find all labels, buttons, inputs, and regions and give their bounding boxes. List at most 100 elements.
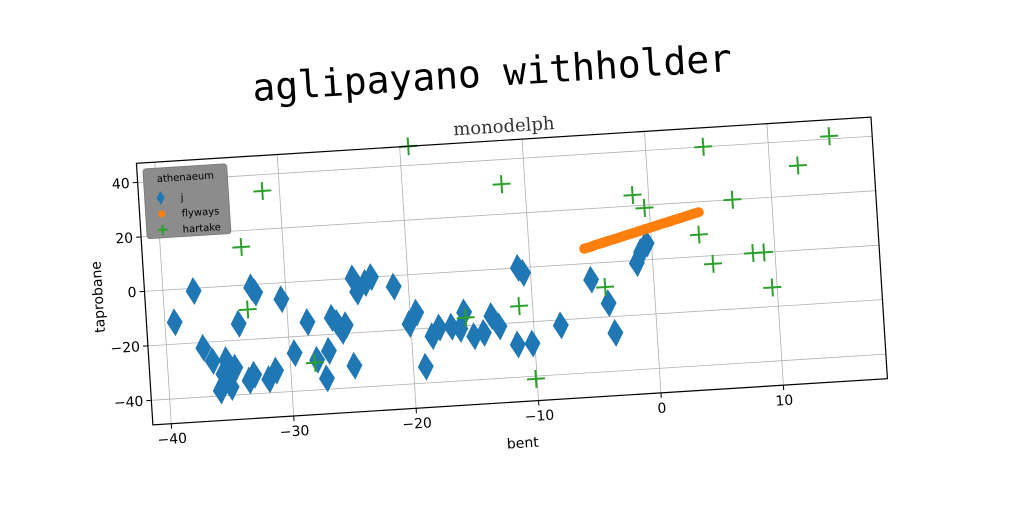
data-point-j [452, 314, 469, 343]
data-point-j [261, 365, 278, 394]
data-point-hartake [754, 243, 774, 262]
y-tick-label: −40 [113, 394, 143, 412]
series-flyways [579, 207, 704, 254]
data-point-j [600, 289, 617, 318]
x-gridline [276, 154, 295, 417]
data-point-j [431, 313, 448, 342]
data-point-hartake [788, 156, 807, 175]
y-axis-label: taprobane [89, 261, 109, 334]
y-gridline [151, 353, 886, 401]
data-point-j [628, 249, 645, 278]
data-point-hartake [623, 186, 642, 205]
data-point-j [456, 298, 473, 327]
data-point-hartake [526, 369, 545, 388]
data-point-j [309, 345, 326, 374]
series-j [166, 229, 655, 405]
data-point-j [268, 356, 285, 385]
data-layer [166, 127, 839, 405]
data-point-j [524, 329, 541, 358]
data-point-j [241, 366, 258, 395]
data-point-hartake [492, 175, 511, 194]
data-point-j [417, 352, 434, 381]
data-point-j [337, 311, 354, 340]
data-point-hartake [704, 254, 723, 273]
data-point-hartake [510, 297, 529, 316]
x-gridline [521, 139, 539, 401]
data-point-j [247, 278, 264, 307]
axes-frame [135, 116, 889, 426]
data-point-j [166, 308, 183, 337]
legend: athenaeum j flyways hartake [142, 163, 232, 240]
data-point-j [515, 259, 532, 288]
data-point-j [212, 376, 229, 405]
data-point-j [299, 308, 316, 337]
data-point-flyways [693, 207, 704, 218]
x-tick-label: −40 [157, 431, 187, 449]
data-point-j [204, 346, 221, 375]
data-point-j [638, 229, 655, 258]
data-point-j [385, 272, 402, 301]
data-point-j [466, 322, 483, 351]
x-tick-label: 10 [775, 393, 794, 410]
data-point-j [509, 330, 526, 359]
x-gridline [644, 131, 662, 393]
legend-label: flyways [181, 206, 219, 219]
data-point-j [227, 353, 244, 382]
data-point-j [286, 339, 303, 368]
data-point-j [362, 263, 379, 292]
legend-entry-flyways: flyways [158, 206, 220, 220]
data-point-hartake [232, 237, 251, 257]
data-point-j [552, 311, 569, 340]
data-point-j [223, 373, 240, 402]
data-point-j [346, 351, 363, 380]
chart-title: monodelph [453, 113, 556, 140]
data-point-hartake [456, 308, 475, 327]
data-point-j [401, 309, 418, 338]
data-point-j [408, 298, 425, 327]
data-point-hartake [820, 127, 839, 146]
data-point-hartake [723, 190, 742, 209]
data-point-j [320, 336, 337, 365]
data-point-hartake [305, 353, 324, 372]
data-point-j [318, 364, 335, 393]
data-point-j [475, 318, 492, 347]
data-point-j [424, 322, 441, 351]
legend-swatch-j [156, 190, 165, 205]
legend-entry-hartake: hartake [157, 222, 221, 236]
legend-box [142, 163, 232, 240]
x-tick-label: 0 [657, 401, 667, 418]
x-gridline [766, 123, 784, 386]
legend-title: athenaeum [157, 171, 215, 186]
x-tick-label: −20 [402, 415, 432, 433]
data-point-j [185, 277, 202, 306]
x-tick-label: −30 [279, 423, 309, 441]
y-gridline [141, 190, 876, 238]
ticks: −40 −30 −20 −10 0 10 −40 −20 0 20 40 [110, 176, 794, 449]
legend-entry-j: j [156, 190, 184, 205]
data-point-j [230, 309, 247, 338]
data-point-j [583, 265, 600, 294]
figure-title: aglipayano withholder [251, 36, 733, 110]
y-tick-label: −20 [110, 339, 140, 357]
data-point-hartake [596, 277, 615, 297]
y-gridline [137, 135, 873, 183]
x-axis-label: bent [506, 435, 539, 453]
data-point-j [246, 360, 263, 389]
x-tick-label: −10 [524, 408, 554, 426]
y-gridline [147, 299, 883, 347]
data-point-hartake [694, 137, 713, 156]
data-point-hartake [253, 181, 272, 201]
data-point-j [607, 318, 624, 347]
y-tick-label: 0 [127, 285, 137, 302]
data-point-j [357, 268, 374, 297]
legend-swatch-flyways [158, 210, 166, 218]
y-tick-label: 40 [111, 176, 130, 193]
data-point-hartake [238, 300, 257, 319]
data-point-j [195, 333, 212, 362]
series-hartake [232, 127, 839, 388]
legend-label: j [179, 192, 183, 203]
data-point-j [633, 237, 650, 266]
data-point-j [491, 312, 508, 341]
data-point-j [349, 277, 366, 306]
